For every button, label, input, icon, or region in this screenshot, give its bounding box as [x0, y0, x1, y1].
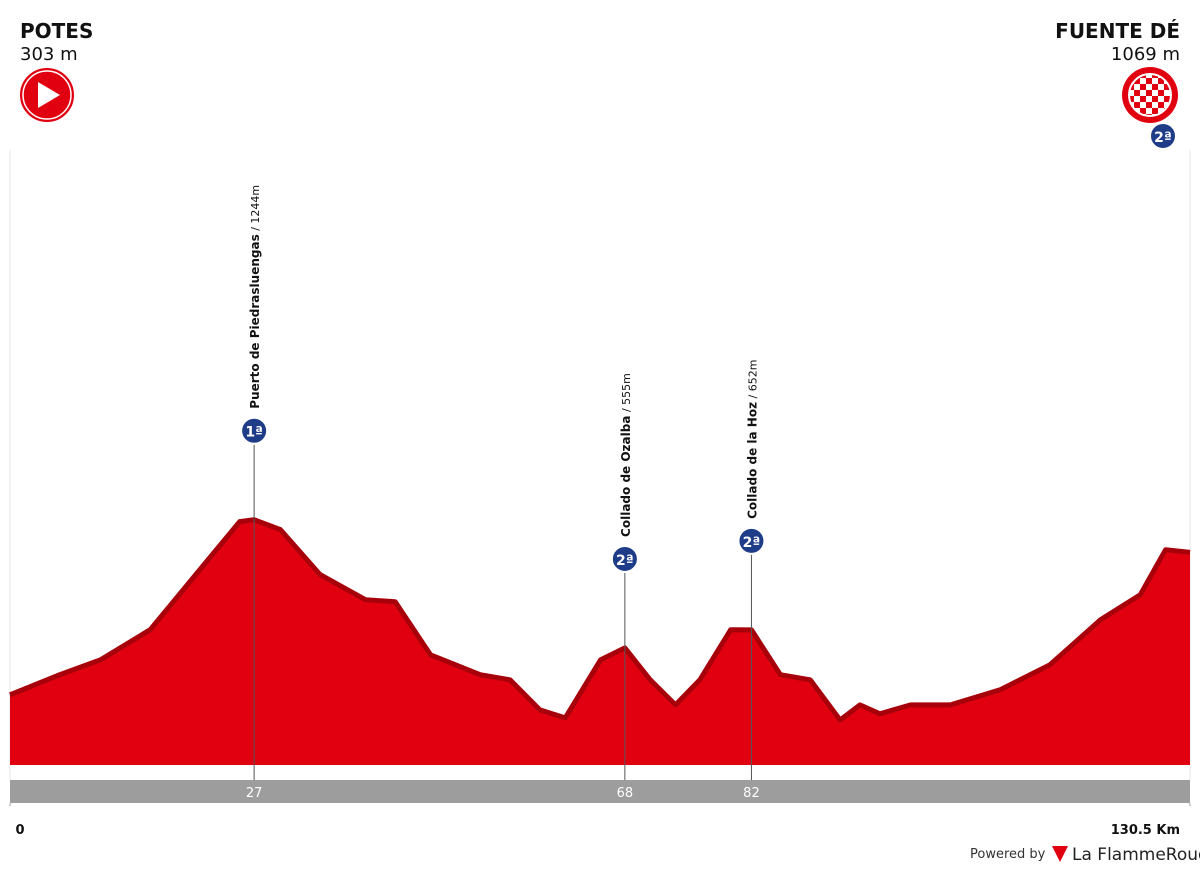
climb-name: Collado de Ozalba: [619, 416, 633, 537]
x-tick-label: 130.5 Km: [1111, 823, 1180, 838]
area-fill: [10, 519, 1190, 765]
start-icon: [18, 66, 76, 124]
climb-icon-circle: [240, 416, 269, 445]
climb-category: 2ª: [616, 553, 634, 569]
start-elevation: 303 m: [20, 44, 78, 65]
climb-label: Puerto de Piedrasluengas / 1244m: [248, 185, 262, 409]
climb-altitude: / 652m: [746, 360, 759, 402]
climb-altitude: / 1244m: [249, 185, 262, 234]
start-name: POTES: [20, 19, 93, 43]
climb-icon-circle: [737, 526, 766, 555]
climb-icon: 1ª: [240, 416, 269, 445]
climb-name: Puerto de Piedrasluengas: [248, 234, 262, 408]
finish-category-label: 2ª: [1154, 130, 1172, 146]
finish-category: 2ª: [1149, 122, 1177, 150]
finish-elevation: 1069 m: [1111, 44, 1180, 65]
climb-km: 68: [617, 786, 634, 801]
footer-brand: La FlammeRouge: [1072, 845, 1200, 865]
profile-line: [9, 517, 1191, 723]
x-tick-label: 0: [15, 823, 24, 838]
climb-label: Collado de Ozalba / 555m: [619, 373, 633, 537]
climb-icon: 2ª: [610, 544, 639, 573]
climb-icon-circle: [610, 544, 639, 573]
climb-category: 2ª: [743, 535, 761, 551]
finish-name: FUENTE DÉ: [1055, 19, 1180, 43]
climb-altitude: / 555m: [620, 373, 633, 415]
climb-icon: 2ª: [737, 526, 766, 555]
km-bar: [10, 780, 1190, 803]
climb-name: Collado de la Hoz: [745, 402, 759, 519]
finish-icon: [1122, 67, 1178, 123]
brand-icon: [1052, 846, 1068, 862]
climb-km: 27: [246, 786, 263, 801]
climb-category: 1ª: [245, 425, 263, 441]
plot: [9, 517, 1191, 765]
footer-powered: Powered by: [970, 847, 1046, 862]
climb-km: 82: [743, 786, 760, 801]
climb-label: Collado de la Hoz / 652m: [745, 360, 759, 519]
